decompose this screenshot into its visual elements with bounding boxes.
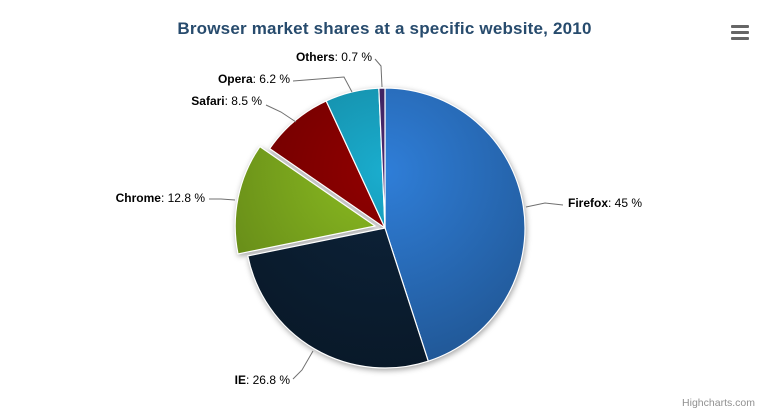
data-label-others: Others: 0.7 % [295, 50, 372, 64]
label-connector-chrome [209, 198, 236, 201]
label-connector-firefox [525, 202, 564, 208]
label-connector-others [374, 58, 383, 88]
label-connector-opera [292, 76, 353, 93]
label-connector-ie [292, 350, 314, 380]
chart-title: Browser market shares at a specific webs… [177, 19, 592, 38]
data-label-ie: IE: 26.8 % [234, 373, 290, 387]
pie-slice-chrome[interactable] [234, 145, 376, 255]
credits-link[interactable]: Highcharts.com [682, 397, 755, 409]
data-label-chrome: Chrome: 12.8 % [115, 191, 205, 205]
pie-slice-ie[interactable] [247, 227, 429, 369]
label-connector-safari [265, 104, 297, 123]
pie-slice-firefox[interactable] [384, 87, 526, 362]
data-label-firefox: Firefox: 45 % [568, 196, 643, 210]
export-menu-button[interactable] [729, 22, 751, 42]
data-label-opera: Opera: 6.2 % [217, 72, 290, 86]
hamburger-icon [730, 24, 750, 40]
data-label-safari: Safari: 8.5 % [191, 94, 262, 108]
pie-slice-others[interactable] [378, 87, 386, 229]
